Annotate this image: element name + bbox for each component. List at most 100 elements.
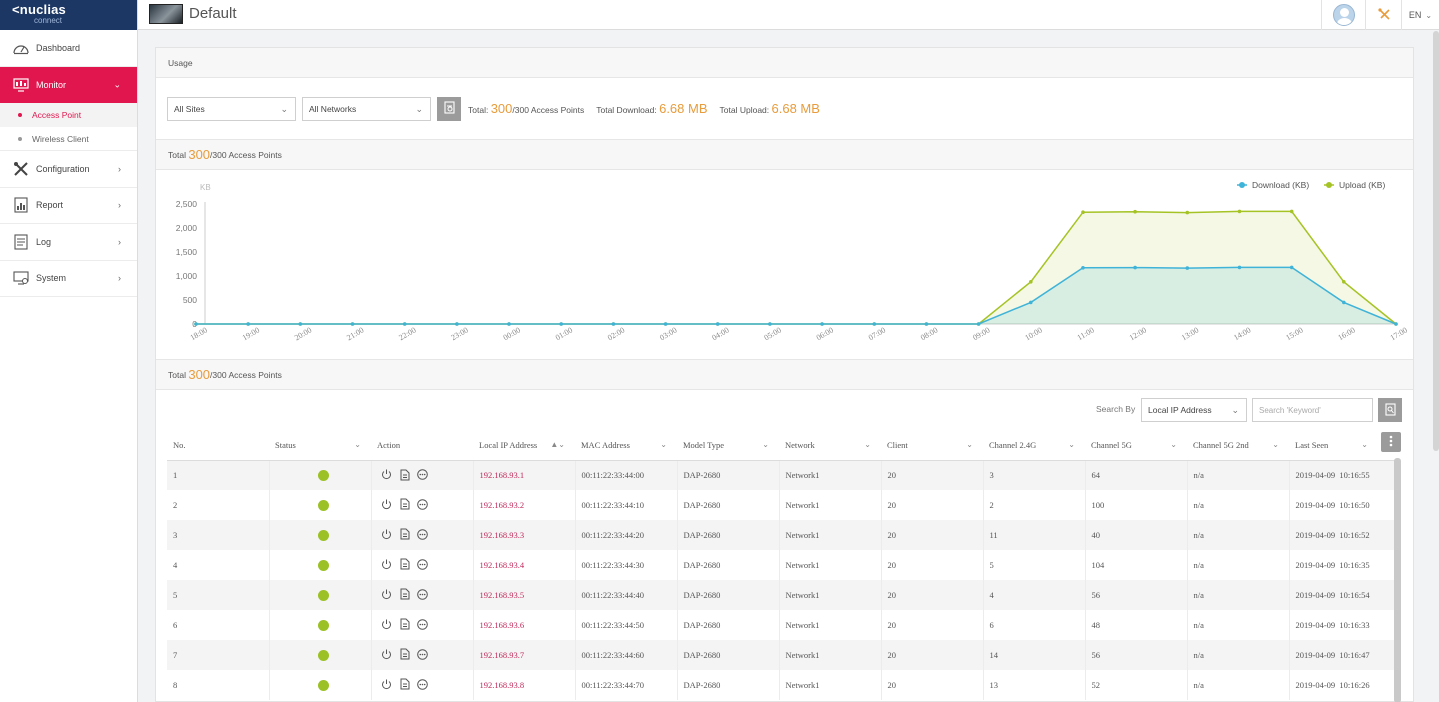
tools-button[interactable] — [1365, 0, 1401, 30]
document-icon[interactable] — [399, 618, 411, 630]
more-icon[interactable] — [417, 678, 429, 690]
document-icon[interactable] — [399, 558, 411, 570]
cell-value: DAP-2680 — [683, 530, 721, 540]
search-input[interactable]: Search 'Keyword' — [1252, 398, 1373, 422]
sites-select-value: All Sites — [174, 103, 205, 114]
document-icon[interactable] — [399, 678, 411, 690]
cell-channel-5g: 100 — [1085, 490, 1188, 520]
sidebar-subitem-access-point[interactable]: Access Point — [0, 103, 137, 127]
table-row[interactable]: 7 192.168.93.7 00:11:22:33:44:60 DAP-268… — [167, 640, 1395, 670]
col-channel-5g[interactable]: Channel 5G ⌄ — [1085, 430, 1187, 461]
document-icon[interactable] — [399, 528, 411, 540]
table-row[interactable]: 1 192.168.93.1 00:11:22:33:44:00 DAP-268… — [167, 460, 1395, 490]
more-icon[interactable] — [417, 618, 429, 630]
cell-mac: 00:11:22:33:44:50 — [575, 610, 678, 640]
cell-channel-5g: 40 — [1085, 520, 1188, 550]
col-model[interactable]: Model Type ⌄ — [677, 430, 779, 461]
sidebar-item-report[interactable]: Report › — [0, 188, 137, 224]
search-by-select[interactable]: Local IP Address ⌄ — [1141, 398, 1247, 422]
cell-value: 56 — [1091, 590, 1101, 600]
document-icon[interactable] — [399, 469, 411, 481]
sidebar-subitem-wireless-client[interactable]: Wireless Client — [0, 127, 137, 151]
site-thumbnail[interactable] — [149, 4, 183, 24]
networks-select[interactable]: All Networks ⌄ — [302, 96, 431, 121]
cell-ip[interactable]: 192.168.93.7 — [473, 640, 576, 670]
cell-ip[interactable]: 192.168.93.3 — [473, 520, 576, 550]
series-area-upload — [196, 211, 1396, 324]
col-channel-24g[interactable]: Channel 2.4G ⌄ — [983, 430, 1085, 461]
document-icon[interactable] — [399, 498, 411, 510]
x-tick-label: 03:00 — [658, 325, 678, 342]
col-no[interactable]: No. — [167, 430, 269, 461]
search-button[interactable] — [1378, 398, 1402, 422]
power-icon[interactable] — [381, 618, 393, 630]
logo[interactable]: <nuclias connect — [0, 0, 137, 30]
cell-value: 52 — [1091, 680, 1101, 690]
col-status[interactable]: Status ⌄ — [269, 430, 371, 461]
cell-ip[interactable]: 192.168.93.5 — [473, 580, 576, 610]
cell-ip[interactable]: 192.168.93.4 — [473, 550, 576, 580]
search-by-value: Local IP Address — [1148, 405, 1212, 415]
search-placeholder: Search 'Keyword' — [1259, 405, 1321, 415]
table-row[interactable]: 6 192.168.93.6 00:11:22:33:44:50 DAP-268… — [167, 610, 1395, 640]
page-scrollbar[interactable] — [1433, 31, 1439, 451]
chart-header: Total 300/300 Access Points — [156, 140, 1413, 170]
cell-ip[interactable]: 192.168.93.6 — [473, 610, 576, 640]
more-icon[interactable] — [417, 498, 429, 510]
more-icon[interactable] — [417, 648, 429, 660]
table-row[interactable]: 3 192.168.93.3 00:11:22:33:44:20 DAP-268… — [167, 520, 1395, 550]
sidebar-item-system[interactable]: System › — [0, 261, 137, 297]
col-local-ip[interactable]: Local IP Address ▲⌄ — [473, 430, 575, 461]
table-row[interactable]: 2 192.168.93.2 00:11:22:33:44:10 DAP-268… — [167, 490, 1395, 520]
main-panel: Usage All Sites ⌄ All Networks ⌄ Total: … — [155, 47, 1414, 702]
x-tick-label: 19:00 — [241, 325, 261, 342]
legend-swatch-dot — [1239, 182, 1245, 188]
power-icon[interactable] — [381, 528, 393, 540]
cell-value: 00:11:22:33:44:30 — [581, 560, 645, 570]
cell-last-seen: 2019-04-09 10:16:54 — [1289, 580, 1395, 610]
col-network[interactable]: Network ⌄ — [779, 430, 881, 461]
more-icon[interactable] — [417, 558, 429, 570]
sidebar-item-dashboard[interactable]: Dashboard — [0, 30, 137, 67]
table-row[interactable]: 5 192.168.93.5 00:11:22:33:44:40 DAP-268… — [167, 580, 1395, 610]
more-icon[interactable] — [417, 588, 429, 600]
data-point — [1342, 300, 1346, 305]
cell-action — [371, 670, 474, 700]
more-icon[interactable] — [417, 528, 429, 540]
export-button[interactable] — [437, 96, 461, 121]
col-action[interactable]: Action — [371, 430, 473, 461]
document-icon[interactable] — [399, 648, 411, 660]
cell-ip[interactable]: 192.168.93.8 — [473, 670, 576, 700]
col-client[interactable]: Client ⌄ — [881, 430, 983, 461]
more-icon[interactable] — [417, 469, 429, 481]
col-channel-5g-2nd[interactable]: Channel 5G 2nd ⌄ — [1187, 430, 1289, 461]
sidebar-item-configuration[interactable]: Configuration › — [0, 151, 137, 188]
power-icon[interactable] — [381, 558, 393, 570]
cell-action — [371, 640, 474, 670]
power-icon[interactable] — [381, 469, 393, 481]
table-row[interactable]: 8 192.168.93.8 00:11:22:33:44:70 DAP-268… — [167, 670, 1395, 700]
table-scrollbar[interactable] — [1394, 458, 1401, 702]
document-icon[interactable] — [399, 588, 411, 600]
sidebar-item-log[interactable]: Log › — [0, 224, 137, 261]
language-select[interactable]: EN ⌄ — [1401, 0, 1439, 30]
col-mac[interactable]: MAC Address ⌄ — [575, 430, 677, 461]
cell-value: 20 — [887, 530, 897, 540]
power-icon[interactable] — [381, 648, 393, 660]
x-tick-label: 22:00 — [397, 325, 417, 342]
power-icon[interactable] — [381, 498, 393, 510]
cell-value: Network1 — [785, 680, 820, 690]
cell-client: 20 — [881, 490, 984, 520]
table-row[interactable]: 4 192.168.93.4 00:11:22:33:44:30 DAP-268… — [167, 550, 1395, 580]
x-tick-label: 00:00 — [502, 325, 522, 342]
col-last-seen[interactable]: Last Seen ⌄ — [1289, 430, 1394, 461]
cell-last-seen: 2019-04-09 10:16:55 — [1289, 460, 1395, 490]
sites-select[interactable]: All Sites ⌄ — [167, 96, 296, 121]
user-avatar-button[interactable] — [1321, 0, 1365, 30]
cell-ip[interactable]: 192.168.93.1 — [473, 460, 576, 490]
column-menu-button[interactable] — [1381, 432, 1401, 452]
sidebar-item-monitor[interactable]: Monitor ⌄ — [0, 66, 137, 103]
power-icon[interactable] — [381, 678, 393, 690]
cell-ip[interactable]: 192.168.93.2 — [473, 490, 576, 520]
power-icon[interactable] — [381, 588, 393, 600]
